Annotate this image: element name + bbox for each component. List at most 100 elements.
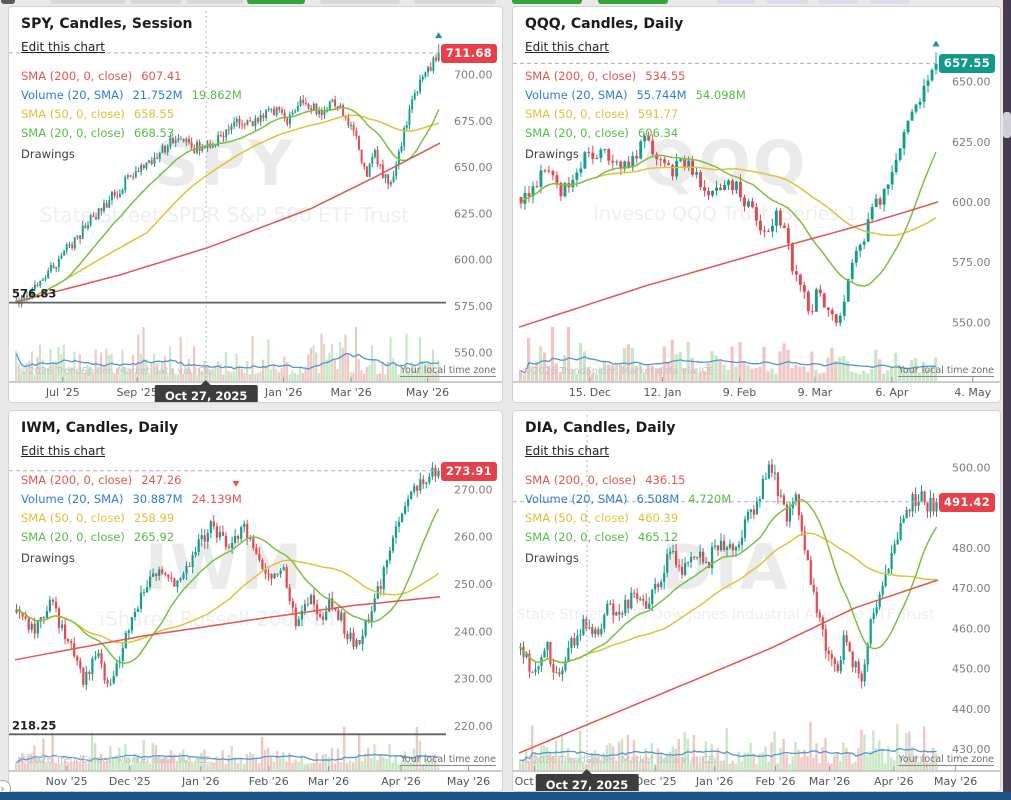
legend-sma200[interactable]: SMA (200, 0, close) 607.41 <box>21 69 182 83</box>
chart-panel-dia: DIA State Street SPDR Dow Jones Industri… <box>512 410 1001 792</box>
indicator-legend: SMA (200, 0, close) 534.55 Volume (20, SM… <box>525 69 746 161</box>
toolbar-button[interactable] <box>414 0 496 4</box>
svg-text:470.00: 470.00 <box>952 582 991 595</box>
svg-text:550.00: 550.00 <box>454 346 493 359</box>
svg-text:460.00: 460.00 <box>952 622 991 635</box>
scrollbar-thumb[interactable] <box>1003 112 1011 138</box>
legend-sma200[interactable]: SMA (200, 0, close) 534.55 <box>525 69 686 83</box>
legend-sma20[interactable]: SMA (20, 0, close) 606.34 <box>525 126 679 140</box>
svg-text:575.00: 575.00 <box>952 256 991 269</box>
svg-text:6. Apr: 6. Apr <box>875 386 908 399</box>
price-chart[interactable]: 500.00490.00480.00470.00460.00450.00440.… <box>513 411 1000 791</box>
legend-sma200[interactable]: SMA (200, 0, close) 247.26 <box>21 473 182 487</box>
chart-title: IWM, Candles, Daily <box>21 420 179 436</box>
price-chart[interactable]: 576.83 700.00 675.00 650.00 625.00 600.00 575.… <box>9 7 502 402</box>
legend-sma50[interactable]: SMA (50, 0, close) 460.39 <box>525 511 679 525</box>
legend-volume[interactable]: Volume (20, SMA) 55.744M 54.098M <box>525 88 746 102</box>
svg-text:218.25: 218.25 <box>12 718 56 732</box>
svg-text:650.00: 650.00 <box>454 161 493 174</box>
svg-text:Feb '26: Feb '26 <box>755 775 795 788</box>
toolbar-button[interactable] <box>818 0 858 4</box>
svg-text:576.83: 576.83 <box>12 287 56 301</box>
chart-panel-iwm: IWM iShares Russell 2000 ETF 218.25 270.0… <box>8 410 503 792</box>
svg-text:260.00: 260.00 <box>454 531 493 544</box>
legend-drawings[interactable]: Drawings <box>21 551 75 565</box>
indicator-legend: SMA (200, 0, close) 436.15 Volume (20, SM… <box>525 473 731 565</box>
page-scrollbar[interactable] <box>1003 0 1011 792</box>
svg-text:12. Jan: 12. Jan <box>644 386 682 399</box>
chart-panel-qqq: QQQ Invesco QQQ Trust, Series 1 650.00 62… <box>512 6 1001 403</box>
svg-text:625.00: 625.00 <box>952 136 991 149</box>
svg-text:Mar '26: Mar '26 <box>308 775 349 788</box>
last-price-badge: 491.42 <box>938 492 995 512</box>
copyright-text: ©2026 TrendSpider. Market data via ICE. <box>523 366 717 377</box>
last-price-badge: 657.55 <box>938 54 995 74</box>
svg-text:675.00: 675.00 <box>454 115 493 128</box>
edit-chart-link[interactable]: Edit this chart <box>21 444 105 458</box>
chart-title: SPY, Candles, Session <box>21 16 193 32</box>
svg-text:Apr '26: Apr '26 <box>874 775 914 788</box>
legend-drawings[interactable]: Drawings <box>525 551 579 565</box>
legend-drawings[interactable]: Drawings <box>21 147 75 161</box>
edit-chart-link[interactable]: Edit this chart <box>21 40 105 54</box>
toolbar-button[interactable] <box>50 0 125 4</box>
svg-text:Jan '26: Jan '26 <box>695 775 733 788</box>
svg-text:Mar '26: Mar '26 <box>331 386 372 399</box>
indicator-legend: SMA (200, 0, close) 247.26 Volume (20, SM… <box>21 473 242 565</box>
legend-volume[interactable]: Volume (20, SMA) 21.752M 19.862M <box>21 88 242 102</box>
svg-text:240.00: 240.00 <box>454 625 493 638</box>
indicator-legend: SMA (200, 0, close) 607.41 Volume (20, SM… <box>21 69 242 161</box>
legend-volume[interactable]: Volume (20, SMA) 6.508M 4.720M <box>525 492 732 506</box>
toolbar-button[interactable] <box>1 0 15 4</box>
svg-text:Dec '25: Dec '25 <box>109 775 151 788</box>
legend-sma50[interactable]: SMA (50, 0, close) 258.99 <box>21 511 175 525</box>
svg-text:625.00: 625.00 <box>454 207 493 220</box>
price-chart[interactable]: 650.00 625.00 600.00 575.00 550.00 15. Dec 12.… <box>513 7 1000 402</box>
svg-text:Sep '25: Sep '25 <box>117 386 158 399</box>
svg-text:May '26: May '26 <box>934 775 977 788</box>
svg-text:430.00: 430.00 <box>952 743 991 756</box>
svg-text:600.00: 600.00 <box>454 254 493 267</box>
timezone-label[interactable]: Your local time zone <box>898 365 994 377</box>
toolbar-button[interactable] <box>131 0 181 4</box>
chart-panel-spy: SPY State Street SPDR S&P 500 ETF Trust … <box>8 6 503 403</box>
legend-sma20[interactable]: SMA (20, 0, close) 465.12 <box>525 530 679 544</box>
svg-text:4. May: 4. May <box>954 386 991 399</box>
svg-text:Jul '25: Jul '25 <box>45 386 80 399</box>
toolbar-button[interactable] <box>320 0 400 4</box>
svg-text:440.00: 440.00 <box>952 703 991 716</box>
timezone-label[interactable]: Your local time zone <box>898 754 994 766</box>
toolbar-button[interactable] <box>717 0 755 4</box>
legend-sma20[interactable]: SMA (20, 0, close) 265.92 <box>21 530 175 544</box>
legend-sma50[interactable]: SMA (50, 0, close) 591.77 <box>525 107 679 121</box>
toolbar-button[interactable] <box>247 0 305 4</box>
last-price-badge: 711.68 <box>440 43 497 63</box>
svg-text:575.00: 575.00 <box>454 300 493 313</box>
svg-text:9. Mar: 9. Mar <box>798 386 833 399</box>
toolbar-button[interactable] <box>767 0 808 4</box>
svg-text:550.00: 550.00 <box>952 316 991 329</box>
svg-text:Apr '26: Apr '26 <box>381 775 421 788</box>
legend-sma20[interactable]: SMA (20, 0, close) 668.53 <box>21 126 175 140</box>
toolbar-button[interactable] <box>598 0 668 4</box>
svg-text:450.00: 450.00 <box>952 663 991 676</box>
legend-volume[interactable]: Volume (20, SMA) 30.887M 24.139M <box>21 492 242 506</box>
svg-text:Mar '26: Mar '26 <box>809 775 850 788</box>
edit-chart-link[interactable]: Edit this chart <box>525 40 609 54</box>
svg-text:220.00: 220.00 <box>454 720 493 733</box>
svg-text:9. Feb: 9. Feb <box>723 386 756 399</box>
svg-text:Jan '26: Jan '26 <box>181 775 219 788</box>
toolbar-button[interactable] <box>512 0 582 4</box>
toolbar-button[interactable] <box>870 0 910 4</box>
legend-sma200[interactable]: SMA (200, 0, close) 436.15 <box>525 473 686 487</box>
edit-chart-link[interactable]: Edit this chart <box>525 444 609 458</box>
legend-drawings[interactable]: Drawings <box>525 147 579 161</box>
legend-sma50[interactable]: SMA (50, 0, close) 658.55 <box>21 107 175 121</box>
price-chart[interactable]: 218.25 270.00 260.00 250.00 240.00 230.00 220.… <box>9 411 502 791</box>
timezone-label[interactable]: Your local time zone <box>400 754 496 766</box>
toolbar-button[interactable] <box>186 0 243 4</box>
copyright-text: ©2026 TrendSpider. Market data via ICE. <box>523 755 717 766</box>
copyright-text: ©2026 TrendSpider. Market data via ICE. <box>19 755 213 766</box>
timezone-label[interactable]: Your local time zone <box>400 365 496 377</box>
svg-text:May '26: May '26 <box>447 775 490 788</box>
